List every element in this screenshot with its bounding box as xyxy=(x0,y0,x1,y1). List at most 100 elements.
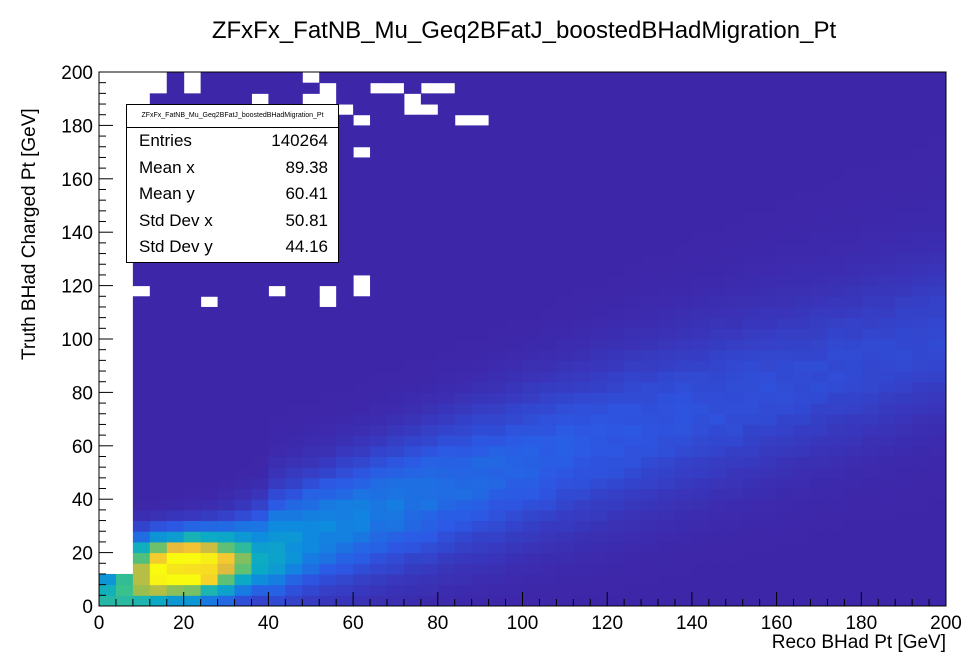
heatmap-cell xyxy=(200,413,219,425)
heatmap-cell xyxy=(319,520,337,532)
heatmap-cell xyxy=(403,285,422,297)
heatmap-cell xyxy=(641,72,659,84)
heatmap-cell xyxy=(674,285,693,297)
heatmap-cell xyxy=(878,317,896,329)
heatmap-cell xyxy=(319,306,337,319)
heatmap-cell xyxy=(420,306,439,319)
heatmap-cell xyxy=(183,371,202,383)
heatmap-cell xyxy=(166,477,185,490)
heatmap-cell xyxy=(336,125,354,137)
heatmap-cell xyxy=(776,520,795,532)
heatmap-cell xyxy=(742,146,761,158)
heatmap-cell xyxy=(624,296,642,308)
heatmap-cell xyxy=(386,456,405,468)
heatmap-cell xyxy=(539,221,557,233)
heatmap-cell xyxy=(573,392,591,404)
heatmap-cell xyxy=(708,328,727,340)
heatmap-cell xyxy=(353,136,371,148)
heatmap-cell xyxy=(624,136,642,148)
heatmap-cell xyxy=(556,114,574,126)
heatmap-cell xyxy=(420,264,439,276)
heatmap-cell xyxy=(454,595,473,607)
heatmap-cell xyxy=(708,392,727,404)
heatmap-cell xyxy=(99,573,117,586)
heatmap-cell xyxy=(285,403,303,415)
heatmap-cell xyxy=(471,189,490,201)
heatmap-cell xyxy=(793,563,811,575)
heatmap-cell xyxy=(895,541,913,554)
heatmap-cell xyxy=(420,157,439,169)
heatmap-cell xyxy=(895,477,913,490)
heatmap-cell xyxy=(251,541,269,554)
heatmap-cell xyxy=(200,285,219,297)
heatmap-cell xyxy=(929,72,947,84)
heatmap-cell xyxy=(183,435,202,447)
heatmap-cell xyxy=(403,563,422,575)
heatmap-cell xyxy=(234,520,252,532)
heatmap-cell xyxy=(691,296,710,308)
heatmap-cell xyxy=(522,552,540,564)
heatmap-cell xyxy=(844,146,862,158)
heatmap-cell xyxy=(708,232,727,244)
heatmap-cell xyxy=(302,360,320,372)
heatmap-cell xyxy=(336,456,354,468)
heatmap-cell xyxy=(336,584,354,596)
heatmap-cell xyxy=(624,413,642,425)
heatmap-cell xyxy=(183,477,202,490)
heatmap-cell xyxy=(929,104,947,116)
heatmap-cell xyxy=(895,285,913,297)
heatmap-cell xyxy=(454,242,473,255)
heatmap-cell xyxy=(624,541,642,554)
heatmap-cell xyxy=(302,413,320,425)
heatmap-cell xyxy=(641,552,659,564)
heatmap-cell xyxy=(878,168,896,180)
heatmap-cell xyxy=(861,200,879,212)
heatmap-cell xyxy=(268,477,286,490)
heatmap-cell xyxy=(386,274,405,287)
heatmap-cell xyxy=(370,435,388,447)
stats-row-mean-x: Mean x 89.38 xyxy=(127,155,338,182)
heatmap-cell xyxy=(929,371,947,383)
heatmap-cell xyxy=(200,264,219,276)
heatmap-cell xyxy=(370,381,388,393)
heatmap-cell xyxy=(386,232,405,244)
heatmap-cell xyxy=(810,146,828,158)
heatmap-cell xyxy=(132,573,151,586)
heatmap-cell xyxy=(319,371,337,383)
heatmap-cell xyxy=(861,242,879,255)
heatmap-cell xyxy=(691,381,710,393)
heatmap-cell xyxy=(607,285,625,297)
heatmap-cell xyxy=(488,584,507,596)
heatmap-cell xyxy=(624,403,642,415)
heatmap-cell xyxy=(234,456,252,468)
heatmap-cell xyxy=(166,274,185,287)
heatmap-cell xyxy=(183,328,202,340)
heatmap-cell xyxy=(522,136,540,148)
heatmap-cell xyxy=(183,349,202,361)
heatmap-cell xyxy=(759,104,778,116)
heatmap-cell xyxy=(319,328,337,340)
heatmap-cell xyxy=(573,146,591,158)
heatmap-cell xyxy=(319,499,337,511)
heatmap-cell xyxy=(607,531,625,543)
heatmap-cell xyxy=(674,531,693,543)
heatmap-cell xyxy=(624,467,642,479)
heatmap-cell xyxy=(370,499,388,511)
heatmap-cell xyxy=(386,242,405,255)
heatmap-cell xyxy=(607,189,625,201)
heatmap-cell xyxy=(658,264,676,276)
heatmap-cell xyxy=(725,413,744,425)
heatmap-cell xyxy=(776,178,795,190)
heatmap-cell xyxy=(912,242,930,255)
heatmap-cell xyxy=(895,339,913,351)
heatmap-cell xyxy=(437,381,456,393)
heatmap-cell xyxy=(878,200,896,212)
heatmap-cell xyxy=(878,349,896,361)
heatmap-cell xyxy=(641,317,659,329)
heatmap-cell xyxy=(522,499,540,511)
heatmap-cell xyxy=(319,467,337,479)
heatmap-cell xyxy=(691,114,710,126)
heatmap-cell xyxy=(200,573,219,586)
heatmap-cell xyxy=(844,360,862,372)
heatmap-cell xyxy=(437,573,456,586)
